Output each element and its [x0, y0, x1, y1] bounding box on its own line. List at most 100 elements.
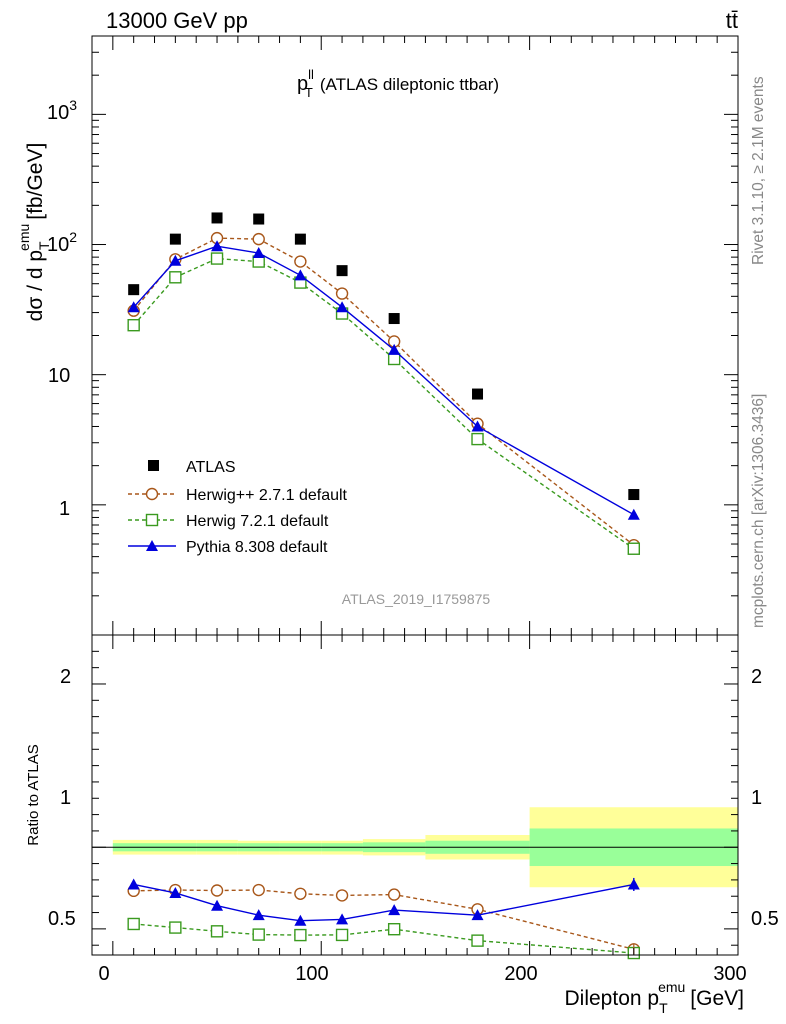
ratio-point-pythia-90 — [294, 914, 307, 926]
point-pythia-175 — [471, 420, 484, 432]
point-herwig7-50 — [210, 252, 224, 265]
ratio-point-pythia-135 — [388, 904, 401, 916]
ratio-point-herwigpp-90 — [294, 887, 307, 900]
point-pythia-10 — [127, 301, 140, 313]
ratio-point-pythia-10 — [127, 878, 140, 890]
ratio-point-pythia-70 — [252, 909, 265, 921]
point-herwigpp-70 — [252, 232, 265, 246]
plot-title-sub: T — [305, 85, 313, 100]
point-pythia-250 — [627, 508, 640, 520]
ratio-point-pythia-175 — [471, 909, 484, 921]
point-atlas-250 — [628, 489, 640, 501]
ratio-ytick-label-left-2: 2 — [60, 666, 71, 688]
x-axis-label: Dilepton pTemu [GeV] — [565, 979, 745, 1016]
point-pythia-50 — [211, 240, 224, 252]
process-label: tt̄ — [726, 8, 738, 33]
point-atlas-30 — [169, 233, 181, 245]
analysis-watermark: ATLAS_2019_I1759875 — [342, 591, 491, 607]
point-pythia-70 — [252, 247, 265, 259]
ratio-point-herwigpp-50 — [210, 884, 224, 897]
point-atlas-10 — [128, 284, 140, 296]
main-ytick-label-1000-exp: 3 — [69, 97, 77, 113]
point-atlas-90 — [294, 233, 306, 245]
point-herwig7-10 — [127, 318, 140, 332]
xtick-label-200: 200 — [504, 963, 537, 985]
ratio-point-pythia-50 — [211, 899, 224, 911]
point-pythia-90 — [294, 269, 307, 281]
ratio-point-herwigpp-70 — [252, 883, 265, 897]
ratio-point-herwig7-70 — [252, 928, 265, 941]
point-atlas-110 — [336, 265, 348, 277]
legend-label-atlas: ATLAS — [186, 459, 236, 476]
main-axis-ticks — [92, 35, 739, 636]
ratio-axis-ticks — [92, 635, 739, 955]
main-ytick-label-10: 10 — [48, 365, 70, 387]
ratio-point-pythia-110 — [336, 913, 349, 925]
ratio-ytick-label-left-1: 1 — [60, 787, 71, 809]
point-herwigpp-90 — [294, 255, 307, 268]
ratio-ytick-label-right-1: 1 — [751, 787, 762, 809]
point-herwig7-250 — [627, 542, 641, 555]
x-axis-label-unit: [GeV] — [690, 987, 744, 1010]
point-pythia-30 — [169, 254, 182, 266]
point-herwig7-30 — [169, 271, 182, 284]
point-atlas-50 — [211, 212, 223, 224]
ratio-ylabel: Ratio to ATLAS — [25, 744, 42, 845]
legend-entry-herwig7: Herwig 7.2.1 default — [128, 513, 329, 530]
ratio-point-herwigpp-110 — [335, 889, 349, 902]
ratio-point-herwig7-110 — [335, 928, 349, 942]
point-herwig7-135 — [387, 352, 401, 366]
plot-title-main: p — [297, 73, 308, 95]
ratio-ytick-label-left-05: 0.5 — [48, 908, 76, 930]
ratio-point-pythia-30 — [169, 886, 182, 898]
x-axis-label-sub: T — [659, 1000, 668, 1016]
ratio-panel-frame — [91, 634, 739, 956]
legend-label-herwig7: Herwig 7.2.1 default — [186, 513, 329, 530]
legend-marker-atlas — [148, 460, 159, 471]
xtick-label-100: 100 — [295, 963, 328, 985]
legend-marker-herwigpp — [145, 487, 159, 501]
main-ytick-label-1: 1 — [59, 498, 70, 520]
ratio-point-herwig7-90 — [294, 928, 307, 942]
main-ylabel-text: dσ / d p — [24, 250, 47, 321]
main-ytick-label-1000-base: 10 — [47, 102, 69, 124]
ratio-point-herwigpp-135 — [387, 888, 401, 901]
legend-entry-herwigpp: Herwig++ 2.7.1 default — [128, 487, 348, 504]
mcplots-label: mcplots.cern.ch [arXiv:1306.3436] — [750, 394, 767, 628]
ratio-panel: Ratio to ATLAS 2 1 0.5 2 1 0.5 0 100 200… — [25, 634, 779, 1016]
ratio-point-herwig7-30 — [169, 921, 182, 934]
main-ylabel-sup: emu — [16, 224, 32, 251]
ratio-ytick-label-right-2: 2 — [751, 666, 762, 688]
legend: ATLAS Herwig++ 2.7.1 default Herwig 7.2.… — [128, 459, 348, 556]
ratio-point-herwig7-10 — [127, 917, 140, 931]
xtick-label-300: 300 — [713, 963, 746, 985]
legend-marker-pythia — [146, 540, 158, 551]
main-ylabel-sub: T — [36, 241, 52, 250]
ratio-line-pythia — [133, 883, 634, 922]
point-pythia-135 — [388, 343, 401, 355]
ratio-point-herwig7-50 — [210, 925, 224, 938]
ratio-line-herwig7 — [133, 923, 634, 954]
point-herwigpp-110 — [335, 287, 349, 300]
x-axis-label-text: Dilepton p — [565, 987, 660, 1010]
main-ylabel-unit: [fb/GeV] — [24, 143, 47, 220]
plot-title-sup: ll — [308, 67, 314, 82]
main-ytick-label-100-base: 10 — [47, 234, 69, 256]
main-ytick-label-100: 102 — [47, 229, 77, 256]
series-line-herwig7 — [133, 257, 635, 550]
point-herwig7-175 — [471, 432, 484, 446]
main-ytick-label-1000: 103 — [47, 97, 77, 124]
legend-entry-pythia: Pythia 8.308 default — [128, 539, 328, 556]
main-plot-area — [127, 212, 641, 555]
xtick-label-0: 0 — [98, 963, 109, 985]
ratio-ytick-label-right-05: 0.5 — [751, 908, 779, 930]
ratio-line-herwigpp — [133, 889, 634, 950]
main-ylabel: dσ / d pTemu [fb/GeV] — [16, 143, 52, 322]
main-panel: pll T (ATLAS dileptonic ttbar) dσ / d pTem… — [16, 35, 739, 636]
main-ytick-label-100-exp: 2 — [69, 229, 77, 245]
point-atlas-70 — [253, 213, 265, 225]
point-atlas-175 — [472, 388, 484, 400]
ratio-plot-area — [92, 807, 738, 960]
point-pythia-110 — [336, 301, 349, 313]
